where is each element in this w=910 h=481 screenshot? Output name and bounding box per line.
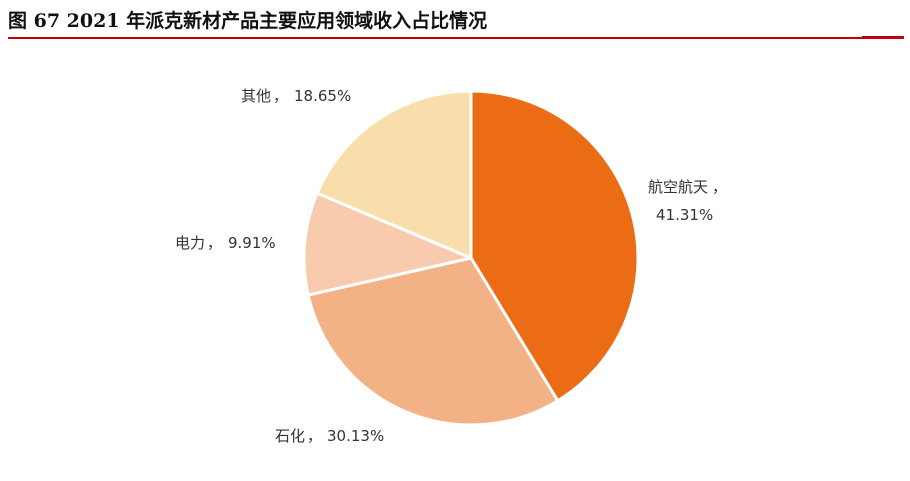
pie-slice-other bbox=[315, 89, 473, 260]
slice-label-category-petrochem: 石化 bbox=[275, 427, 305, 445]
figure-title: 图 67 2021 年派克新材产品主要应用领域收入占比情况 bbox=[8, 10, 488, 32]
slice-label-category-power: 电力 bbox=[175, 234, 205, 252]
pie-slice-petrochem bbox=[306, 256, 560, 427]
label-sep-2: ， bbox=[207, 234, 222, 252]
slice-label-category-other: 其他 bbox=[241, 87, 271, 105]
label-sep-1: ， bbox=[307, 427, 322, 445]
pie-slices bbox=[302, 89, 640, 427]
label-sep-3: ， bbox=[273, 87, 288, 105]
slice-label-category-aerospace: 航空航天 bbox=[648, 178, 708, 196]
title-rule bbox=[8, 37, 904, 39]
slice-label-value-other: 18.65% bbox=[294, 87, 351, 105]
label-sep-0: ， bbox=[712, 178, 727, 196]
title-rule-accent bbox=[862, 36, 904, 39]
slice-label-value-aerospace: 41.31% bbox=[656, 206, 713, 224]
pie-slice-power bbox=[302, 191, 473, 297]
pie-slice-aerospace bbox=[469, 89, 640, 403]
slice-label-value-power: 9.91% bbox=[228, 234, 276, 252]
slice-label-value-petrochem: 30.13% bbox=[327, 427, 384, 445]
